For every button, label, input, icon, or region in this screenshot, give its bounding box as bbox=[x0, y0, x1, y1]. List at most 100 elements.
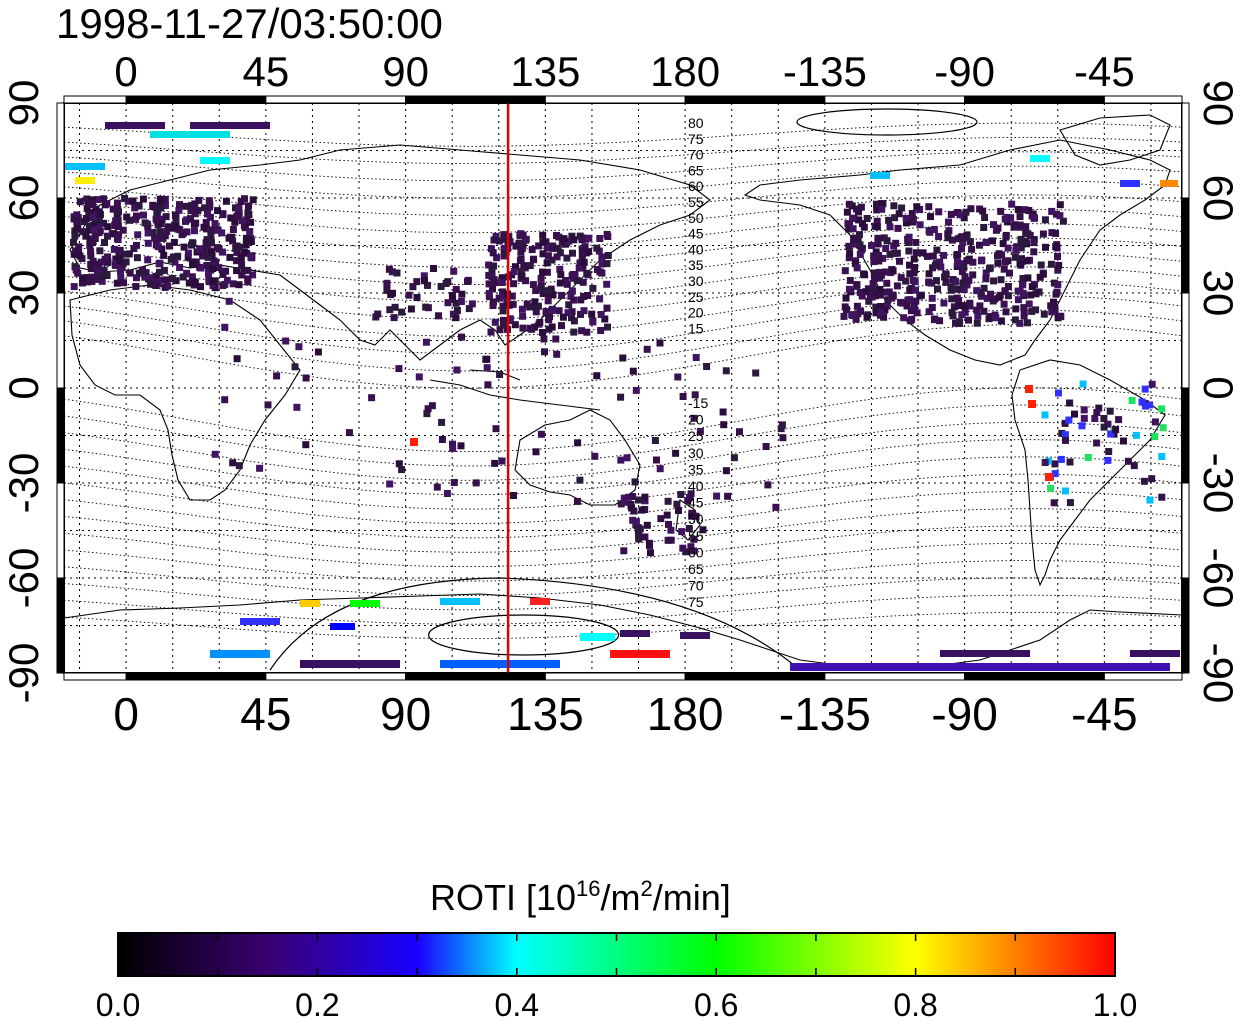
roti-cell bbox=[154, 234, 162, 242]
roti-cell bbox=[601, 315, 609, 323]
roti-cell bbox=[876, 274, 884, 282]
roti-cell bbox=[1056, 201, 1064, 209]
roti-cell bbox=[428, 402, 436, 410]
axis-frame bbox=[56, 95, 1190, 681]
contour-label: 70 bbox=[688, 147, 704, 163]
roti-cell bbox=[850, 236, 858, 244]
roti-cell bbox=[968, 245, 976, 253]
roti-cell bbox=[549, 244, 557, 252]
roti-cell bbox=[421, 277, 428, 285]
roti-cell bbox=[522, 235, 530, 243]
roti-cell bbox=[90, 226, 98, 234]
roti-cell bbox=[172, 277, 180, 285]
roti-cell bbox=[779, 434, 787, 442]
roti-cell bbox=[249, 196, 257, 204]
roti-cell bbox=[762, 443, 770, 450]
roti-cell bbox=[1056, 212, 1064, 220]
roti-cell bbox=[209, 265, 217, 272]
roti-cell bbox=[100, 219, 108, 227]
roti-cell bbox=[85, 222, 93, 230]
roti-cell bbox=[629, 367, 637, 375]
roti-cell bbox=[291, 363, 299, 371]
roti-cell bbox=[1051, 470, 1059, 478]
roti-cell bbox=[1004, 292, 1012, 300]
roti-cell bbox=[1019, 281, 1027, 289]
roti-cell bbox=[491, 279, 499, 287]
roti-cell bbox=[973, 319, 981, 327]
roti-cell bbox=[1025, 207, 1033, 214]
roti-cell bbox=[199, 252, 207, 260]
roti-cell bbox=[449, 295, 457, 303]
roti-cell bbox=[960, 286, 968, 294]
roti-cell bbox=[1025, 385, 1033, 393]
roti-cell bbox=[242, 234, 250, 242]
lon-tick-label: 90 bbox=[380, 688, 431, 740]
roti-cell bbox=[553, 350, 561, 358]
roti-cell bbox=[1061, 419, 1069, 427]
roti-cell bbox=[976, 302, 984, 310]
roti-cell bbox=[936, 317, 944, 325]
roti-cell bbox=[168, 275, 176, 283]
roti-cell bbox=[229, 226, 237, 233]
roti-cell bbox=[913, 309, 921, 317]
roti-cell bbox=[874, 234, 882, 242]
roti-cell bbox=[158, 215, 166, 223]
contour-line bbox=[64, 560, 1182, 596]
roti-cell bbox=[1032, 306, 1040, 314]
roti-cell bbox=[956, 319, 964, 327]
roti-cell bbox=[881, 306, 889, 314]
roti-cell bbox=[570, 328, 578, 336]
roti-cell bbox=[674, 373, 682, 381]
roti-cell bbox=[1017, 261, 1025, 269]
roti-cell bbox=[553, 232, 560, 239]
roti-cell bbox=[690, 535, 698, 543]
contour-line bbox=[64, 280, 1182, 337]
roti-cell bbox=[950, 303, 958, 311]
roti-cell bbox=[113, 199, 121, 207]
roti-cell bbox=[165, 242, 173, 250]
contour-line bbox=[64, 266, 1182, 320]
contour-line bbox=[64, 421, 1182, 481]
roti-cell bbox=[558, 322, 565, 330]
roti-cell bbox=[117, 274, 125, 282]
roti-cell bbox=[861, 271, 869, 279]
roti-cell bbox=[873, 223, 881, 231]
roti-cell bbox=[135, 202, 143, 210]
roti-cell bbox=[596, 235, 604, 242]
roti-cell bbox=[888, 267, 896, 274]
timestamp-title: 1998-11-27/03:50:00 bbox=[56, 0, 443, 47]
roti-cell bbox=[1066, 399, 1074, 407]
roti-cell bbox=[641, 533, 649, 541]
roti-cell bbox=[164, 282, 172, 290]
roti-cell bbox=[593, 372, 601, 380]
roti-cell bbox=[884, 296, 892, 304]
roti-cell bbox=[499, 302, 507, 310]
roti-cell bbox=[885, 288, 893, 296]
roti-cell bbox=[993, 225, 1000, 233]
roti-cell bbox=[1041, 216, 1049, 224]
roti-cell bbox=[842, 294, 850, 302]
roti-cell bbox=[1142, 402, 1150, 410]
roti-cell bbox=[133, 274, 140, 282]
axis-bar-bottom bbox=[405, 672, 546, 681]
roti-cell bbox=[620, 494, 628, 502]
roti-cell bbox=[87, 265, 95, 273]
roti-cell bbox=[875, 257, 883, 265]
roti-cell bbox=[508, 292, 516, 300]
roti-cell bbox=[485, 289, 493, 297]
roti-cell bbox=[517, 267, 525, 275]
roti-cell bbox=[204, 253, 212, 261]
roti-cell bbox=[233, 257, 241, 265]
roti-cell bbox=[510, 492, 517, 499]
roti-cell bbox=[1057, 455, 1065, 463]
roti-cell bbox=[1106, 407, 1114, 415]
roti-cell bbox=[850, 240, 858, 248]
roti-cell bbox=[498, 274, 506, 282]
axis-bar-right bbox=[1181, 197, 1190, 294]
roti-cell bbox=[997, 276, 1005, 284]
roti-cell bbox=[532, 308, 540, 316]
contour-label: 20 bbox=[688, 305, 704, 321]
roti-cell bbox=[985, 265, 993, 273]
roti-cell bbox=[909, 216, 917, 223]
roti-cell bbox=[559, 313, 567, 321]
